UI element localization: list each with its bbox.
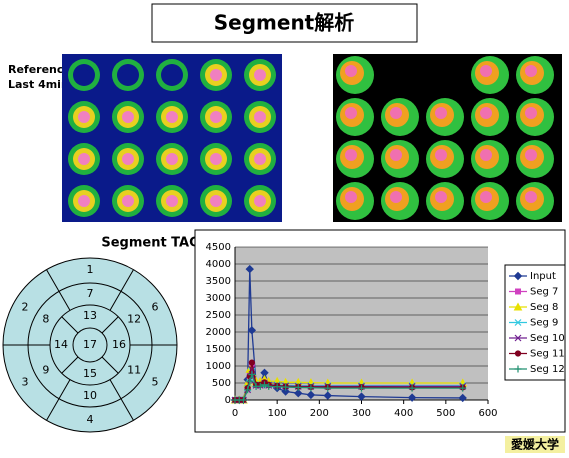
segment-label: 12 xyxy=(127,313,141,326)
segment-label: 10 xyxy=(83,389,97,402)
pet-slice xyxy=(480,107,492,119)
pet-slice xyxy=(166,153,178,165)
pet-slice xyxy=(525,107,537,119)
pet-slice xyxy=(345,65,357,77)
pet-slice xyxy=(435,107,447,119)
legend-label: Seg 11 xyxy=(530,349,565,360)
pet-slice xyxy=(435,191,447,203)
pet-slice xyxy=(480,149,492,161)
x-tick-label: 100 xyxy=(268,408,287,419)
segment-label: 17 xyxy=(83,338,97,351)
segment-label: 16 xyxy=(112,338,126,351)
x-tick-label: 500 xyxy=(436,408,455,419)
pet-slice xyxy=(480,65,492,77)
segment-label: 14 xyxy=(54,338,68,351)
image-label: Reference xyxy=(8,63,71,76)
pet-slice xyxy=(390,107,402,119)
segment-label: 9 xyxy=(42,364,49,377)
y-tick-label: 4000 xyxy=(206,259,231,270)
segment-label: 15 xyxy=(83,367,97,380)
images xyxy=(62,54,562,222)
marker xyxy=(515,351,520,356)
x-tick-label: 300 xyxy=(352,408,371,419)
pet-slice xyxy=(210,111,222,123)
pet-slice xyxy=(345,107,357,119)
y-tick-label: 3000 xyxy=(206,293,231,304)
pet-slice xyxy=(525,191,537,203)
segment-label: 7 xyxy=(87,287,94,300)
pet-slice xyxy=(166,111,178,123)
legend-label: Input xyxy=(530,271,556,282)
legend-label: Seg 7 xyxy=(530,287,558,298)
y-tick-label: 0 xyxy=(225,395,231,406)
segment-label: 13 xyxy=(83,309,97,322)
y-tick-label: 3500 xyxy=(206,276,231,287)
pet-slice xyxy=(435,149,447,161)
pet-slice xyxy=(345,149,357,161)
pet-slice xyxy=(480,191,492,203)
pet-slice xyxy=(78,153,90,165)
pet-slice xyxy=(122,153,134,165)
pet-slice xyxy=(166,69,178,81)
pet-slice xyxy=(210,69,222,81)
pet-slice xyxy=(254,69,266,81)
pet-slice xyxy=(122,69,134,81)
y-tick-label: 1500 xyxy=(206,344,231,355)
y-tick-label: 4500 xyxy=(206,242,231,253)
pet-slice xyxy=(254,195,266,207)
footer: 愛媛大学 xyxy=(511,437,559,452)
slide: Segment解析 Reference Last 4min Segment TA… xyxy=(0,0,569,454)
x-tick-label: 400 xyxy=(394,408,413,419)
legend-label: Seg 9 xyxy=(530,318,558,329)
diagram-title: Segment TAC xyxy=(101,236,198,251)
segment-label: 3 xyxy=(22,376,29,389)
x-tick-label: 0 xyxy=(232,408,238,419)
pet-slice xyxy=(166,195,178,207)
pet-slice xyxy=(122,111,134,123)
segment-label: 4 xyxy=(87,413,94,426)
image-label: Last 4min xyxy=(8,78,69,91)
pet-slice xyxy=(345,191,357,203)
legend-label: Seg 12 xyxy=(530,364,565,375)
segment-label: 11 xyxy=(127,364,141,377)
pet-slice xyxy=(254,111,266,123)
pet-slice xyxy=(78,69,90,81)
marker xyxy=(516,289,521,294)
pet-slice xyxy=(78,195,90,207)
segment-label: 6 xyxy=(151,301,158,314)
x-tick-label: 600 xyxy=(478,408,497,419)
pet-slice xyxy=(525,149,537,161)
y-tick-label: 2000 xyxy=(206,327,231,338)
pet-slice xyxy=(390,149,402,161)
y-tick-label: 2500 xyxy=(206,310,231,321)
y-tick-label: 1000 xyxy=(206,361,231,372)
segment-label: 8 xyxy=(42,313,49,326)
segment-label: 2 xyxy=(22,301,29,314)
pet-slice xyxy=(254,153,266,165)
pet-slice xyxy=(210,195,222,207)
x-tick-label: 200 xyxy=(310,408,329,419)
pet-slice xyxy=(390,191,402,203)
segment-label: 1 xyxy=(87,263,94,276)
legend-label: Seg 8 xyxy=(530,302,558,313)
pet-slice xyxy=(210,153,222,165)
page: {"header":{"title":"Segment解析"}, "image_… xyxy=(0,0,569,454)
pet-slice xyxy=(525,65,537,77)
marker xyxy=(249,360,254,365)
legend-label: Seg 10 xyxy=(530,333,565,344)
pet-slice xyxy=(78,111,90,123)
title: Segment解析 xyxy=(214,11,355,35)
pet-slice xyxy=(122,195,134,207)
y-tick-label: 500 xyxy=(212,378,231,389)
plot-area xyxy=(235,247,488,400)
segment-label: 5 xyxy=(151,376,158,389)
